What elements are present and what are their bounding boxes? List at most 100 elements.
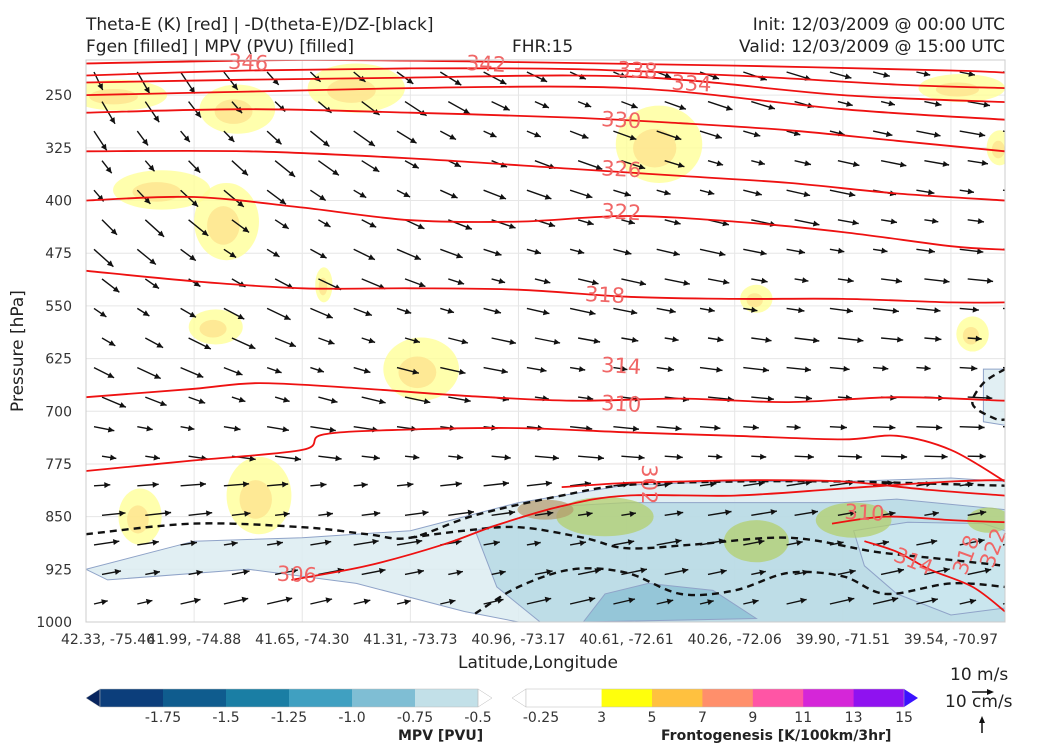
- wind-vector-head: [588, 596, 596, 603]
- wind-vector-head: [183, 135, 190, 142]
- wind-vector-head: [503, 105, 510, 111]
- wind-vector: [318, 396, 338, 404]
- wind-vector-head: [805, 479, 812, 486]
- wind-vector-head: [761, 277, 768, 284]
- wind-vector: [829, 365, 850, 372]
- wind-vector: [180, 366, 204, 378]
- wind-vector: [93, 426, 115, 433]
- wind-vector-head: [983, 101, 990, 108]
- wind-vector: [440, 598, 456, 605]
- wind-vector: [743, 480, 765, 487]
- wind-vector: [223, 596, 249, 605]
- wind-vector: [144, 278, 160, 290]
- wind-vector: [93, 482, 111, 489]
- wind-vector-head: [403, 191, 411, 197]
- wind-vector: [656, 598, 674, 605]
- wind-vector-head: [804, 366, 811, 373]
- wind-vector: [967, 218, 985, 225]
- fgen-patch-core: [214, 99, 253, 124]
- wind-vector-head: [843, 365, 850, 372]
- x-tick-label: 39.90, -71.51: [796, 632, 890, 648]
- wind-vector-head: [667, 366, 674, 373]
- wind-vector-head: [534, 248, 541, 255]
- wind-vector: [656, 366, 675, 373]
- wind-vector-head: [542, 309, 550, 316]
- fgen-colorbar-label: Frontogenesis [K/100km/3hr]: [661, 728, 892, 744]
- wind-vector-head: [501, 368, 508, 374]
- wind-vector: [483, 366, 508, 374]
- wind-vector: [266, 130, 282, 145]
- wind-vector: [916, 365, 931, 372]
- wind-vector-head: [237, 313, 245, 320]
- wind-vector: [743, 539, 765, 546]
- wind-vector: [621, 278, 647, 286]
- wind-vector: [751, 100, 776, 110]
- wind-vector-head: [361, 482, 368, 488]
- wind-vector: [440, 481, 462, 488]
- wind-vector-head: [542, 102, 549, 109]
- y-tick-label: 700: [45, 404, 72, 420]
- wind-vector: [144, 337, 164, 349]
- wind-vector: [93, 248, 114, 268]
- wind-vector-head: [149, 258, 156, 265]
- wind-vector-head: [666, 598, 674, 605]
- theta-e-contour: [86, 269, 1005, 304]
- wind-vector: [439, 130, 457, 141]
- wind-vector: [180, 71, 196, 94]
- wind-vector-head: [630, 102, 638, 109]
- wind-vector-head: [1017, 424, 1023, 430]
- wind-vector: [924, 218, 939, 224]
- wind-vector-head: [404, 308, 412, 315]
- wind-vector-head: [493, 540, 500, 547]
- wind-vector-head: [897, 336, 904, 343]
- wind-vector-head: [669, 307, 676, 314]
- wind-vector-head: [144, 197, 151, 204]
- wind-vector-head: [157, 230, 165, 237]
- wind-vector-head: [456, 569, 463, 576]
- wind-vector-head: [547, 510, 554, 517]
- wind-vector: [967, 100, 991, 108]
- y-tick-label: 1000: [36, 615, 72, 631]
- wind-vector: [526, 480, 553, 487]
- wind-vector: [404, 510, 429, 516]
- wind-vector-head: [932, 510, 939, 517]
- wind-vector-head: [972, 306, 979, 313]
- wind-vector-head: [901, 453, 908, 460]
- wind-vector-head: [534, 540, 541, 547]
- wind-vector-head: [628, 597, 635, 604]
- wind-vector-head: [928, 248, 935, 254]
- wind-vector: [101, 454, 117, 461]
- wind-vector: [881, 336, 904, 343]
- y-tick-label: 850: [45, 510, 72, 526]
- frontogenesis-fill-layer: [86, 63, 1005, 563]
- wind-vector-head: [716, 366, 723, 373]
- wind-vector-head: [494, 250, 502, 257]
- wind-vector-head: [720, 568, 727, 575]
- wind-vector: [751, 336, 772, 343]
- wind-vector-head: [967, 188, 974, 195]
- valid-time: Valid: 12/03/2009 @ 15:00 UTC: [739, 37, 1005, 57]
- wind-vector: [275, 455, 301, 462]
- wind-vector-head: [803, 191, 811, 198]
- wind-vector-head: [404, 599, 411, 606]
- wind-vector-head: [241, 596, 249, 603]
- wind-vector: [621, 511, 637, 517]
- wind-vector-head: [499, 78, 507, 85]
- wind-vector: [396, 130, 417, 144]
- wind-vector: [266, 248, 280, 258]
- wind-vector-head: [931, 218, 939, 224]
- wind-vector-head: [459, 368, 466, 375]
- wind-vector: [310, 366, 325, 373]
- wind-vector: [656, 189, 671, 196]
- fgen-patch-core: [239, 480, 272, 519]
- wind-vector-head: [191, 200, 199, 207]
- wind-vector-head: [1017, 72, 1023, 78]
- wind-vector: [621, 160, 646, 170]
- wind-vector-head: [406, 77, 414, 84]
- wind-vector: [136, 130, 149, 146]
- wind-vector: [180, 248, 197, 262]
- wind-vector-head: [369, 221, 377, 228]
- wind-vector-head: [584, 101, 592, 108]
- wind-vector: [448, 454, 464, 461]
- wind-vector-shaft: [1011, 161, 1027, 163]
